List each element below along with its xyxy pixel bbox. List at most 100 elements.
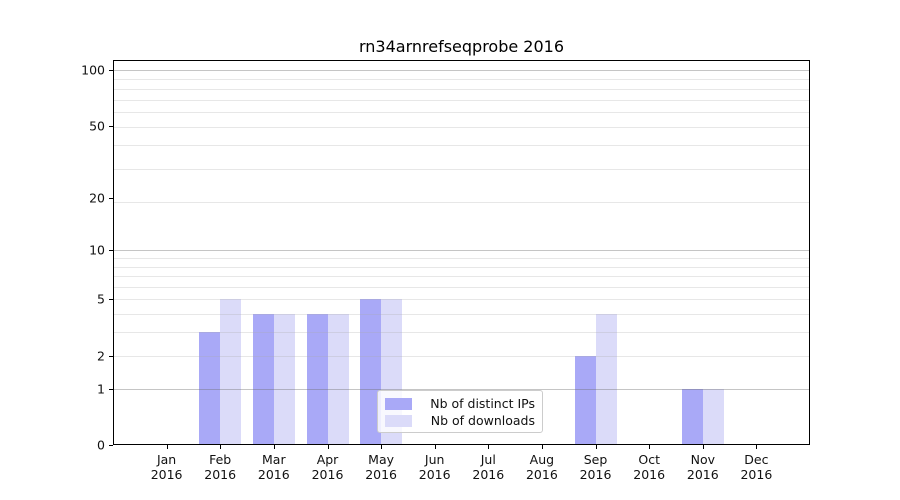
x-tick-year: 2016 xyxy=(686,467,719,482)
legend-label-distinct-ips: Nb of distinct IPs xyxy=(430,396,535,411)
y-gridline-minor xyxy=(114,112,810,114)
y-tick-mark xyxy=(109,355,113,357)
y-tick-mark xyxy=(109,445,113,446)
x-tick-mark xyxy=(488,445,490,449)
y-tick-label: 2 xyxy=(97,348,105,364)
x-tick-month: Jul xyxy=(480,452,496,467)
x-tick-mark xyxy=(756,445,758,449)
legend-row-distinct-ips: Nb of distinct IPs xyxy=(385,396,535,411)
x-tick-month: Nov xyxy=(690,452,715,467)
x-tick-mark xyxy=(166,445,168,449)
x-tick-month: Jun xyxy=(424,452,445,467)
legend-row-downloads: Nb of downloads xyxy=(385,413,535,428)
legend-label-downloads: Nb of downloads xyxy=(430,413,535,428)
x-tick-year: 2016 xyxy=(311,467,344,482)
x-tick-month: Apr xyxy=(316,452,339,467)
y-gridline-major xyxy=(114,70,810,71)
x-tick-month: Oct xyxy=(638,452,660,467)
x-tick-mark xyxy=(220,445,222,449)
y-tick-mark xyxy=(109,388,113,390)
plot-frame xyxy=(113,60,810,445)
x-tick-label: Dec 2016 xyxy=(726,452,786,482)
x-tick-label: Sep 2016 xyxy=(566,452,626,482)
x-tick-label: Jun 2016 xyxy=(405,452,465,482)
x-tick-label: Nov 2016 xyxy=(673,452,733,482)
x-tick-month: Jan xyxy=(156,452,177,467)
bar-distinct-ips xyxy=(360,299,382,445)
x-tick-label: Mar 2016 xyxy=(244,452,304,482)
x-tick-year: 2016 xyxy=(365,467,397,482)
x-tick-label: May 2016 xyxy=(351,452,411,482)
y-gridline-major xyxy=(114,388,810,390)
y-gridline-minor xyxy=(114,257,810,259)
x-tick-year: 2016 xyxy=(257,467,290,482)
y-gridline-minor xyxy=(114,276,810,277)
y-tick-mark xyxy=(109,197,113,199)
y-gridline-minor xyxy=(114,127,810,129)
x-tick-mark xyxy=(595,445,597,449)
x-tick-mark xyxy=(434,445,436,449)
y-gridline-minor xyxy=(114,168,810,170)
x-tick-month: Aug xyxy=(529,452,555,467)
x-tick-month: May xyxy=(368,452,395,467)
y-gridline-minor xyxy=(114,88,810,90)
x-tick-year: 2016 xyxy=(633,467,666,482)
legend-swatch-distinct-ips xyxy=(385,397,412,410)
y-gridline-minor xyxy=(114,286,810,288)
bar-downloads xyxy=(220,299,242,445)
y-tick-label: 100 xyxy=(81,62,105,78)
x-tick-month: Dec xyxy=(744,452,769,467)
x-tick-year: 2016 xyxy=(150,467,183,482)
legend-swatch-downloads xyxy=(385,414,412,427)
y-tick-label: 1 xyxy=(97,381,105,397)
x-tick-label: Feb 2016 xyxy=(190,452,250,482)
bar-distinct-ips xyxy=(681,388,703,445)
bar-distinct-ips xyxy=(199,332,221,445)
x-tick-mark xyxy=(541,445,543,449)
x-tick-mark xyxy=(649,445,651,449)
x-tick-month: Sep xyxy=(583,452,608,467)
bar-distinct-ips xyxy=(574,355,596,445)
x-tick-year: 2016 xyxy=(418,467,451,482)
bar-downloads xyxy=(327,314,349,445)
y-tick-mark xyxy=(109,70,113,71)
y-gridline-minor xyxy=(114,266,810,268)
x-tick-year: 2016 xyxy=(740,467,773,482)
x-tick-year: 2016 xyxy=(472,467,505,482)
x-tick-mark xyxy=(702,445,704,449)
y-tick-label: 10 xyxy=(89,242,105,258)
y-gridline-minor xyxy=(114,201,810,203)
y-tick-label: 0 xyxy=(97,437,105,453)
x-tick-month: Mar xyxy=(262,452,286,467)
y-tick-mark xyxy=(109,125,113,127)
y-tick-mark xyxy=(109,250,113,252)
y-gridline-major xyxy=(114,250,810,252)
x-tick-mark xyxy=(273,445,275,449)
x-tick-label: Jul 2016 xyxy=(458,452,518,482)
bar-distinct-ips xyxy=(252,314,274,445)
chart-title: rn34arnrefseqprobe 2016 xyxy=(358,37,565,56)
x-tick-year: 2016 xyxy=(579,467,612,482)
bar-distinct-ips xyxy=(306,314,328,445)
y-tick-label: 20 xyxy=(89,190,105,206)
legend: Nb of distinct IPs Nb of downloads xyxy=(377,390,543,433)
bar-downloads xyxy=(595,314,617,445)
x-tick-label: Apr 2016 xyxy=(298,452,358,482)
x-tick-year: 2016 xyxy=(525,467,558,482)
x-tick-label: Jan 2016 xyxy=(137,452,197,482)
y-gridline-minor xyxy=(114,79,810,81)
y-tick-label: 50 xyxy=(89,118,105,133)
x-tick-month: Feb xyxy=(209,452,232,467)
y-gridline-minor xyxy=(114,99,810,101)
x-tick-mark xyxy=(327,445,329,449)
x-tick-mark xyxy=(381,445,383,449)
x-tick-year: 2016 xyxy=(204,467,237,482)
y-gridline-minor xyxy=(114,145,810,147)
y-gridline-minor xyxy=(114,299,810,301)
x-tick-label: Oct 2016 xyxy=(619,452,679,482)
y-tick-mark xyxy=(109,299,113,301)
bar-downloads xyxy=(702,388,724,445)
y-gridline-minor xyxy=(114,314,810,316)
x-tick-label: Aug 2016 xyxy=(512,452,572,482)
